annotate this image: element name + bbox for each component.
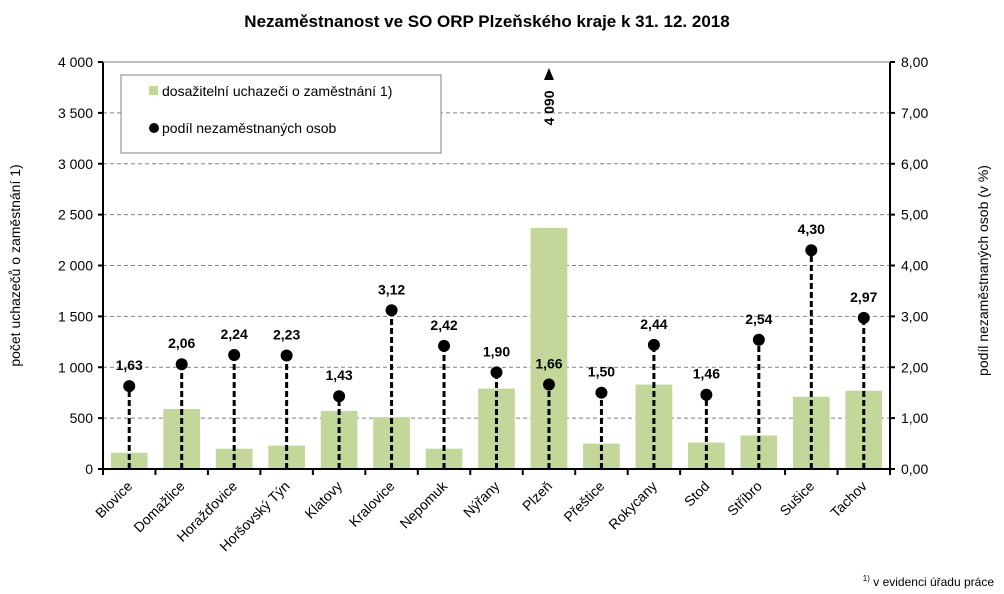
- category-label: Sušice: [776, 478, 817, 519]
- data-label: 3,12: [378, 281, 405, 297]
- data-point: [805, 244, 818, 257]
- data-point: [542, 378, 555, 391]
- data-point: [333, 390, 346, 403]
- y-tick-label: 1 500: [58, 308, 93, 324]
- data-point: [700, 388, 713, 401]
- data-point: [228, 349, 241, 362]
- y-tick-label: 500: [70, 410, 94, 426]
- y2-tick-label: 0,00: [901, 461, 928, 477]
- y-tick-label: 4 000: [58, 54, 93, 70]
- data-point: [175, 358, 188, 371]
- y-tick-label: 2 500: [58, 207, 93, 223]
- y2-tick-label: 4,00: [901, 258, 928, 274]
- y2-axis-title: podíl nezaměstnaných osob (v %): [975, 165, 991, 376]
- y2-tick-label: 6,00: [901, 156, 928, 172]
- legend-bar-swatch: [149, 86, 158, 95]
- category-label: Klatovy: [301, 478, 345, 522]
- data-label: 2,44: [640, 316, 667, 332]
- overflow-arrow-icon: [543, 68, 554, 80]
- truncated-bar-label: 4 090: [541, 90, 557, 125]
- category-label: Stříbro: [724, 478, 765, 519]
- data-label: 4,30: [798, 221, 825, 237]
- y2-tick-label: 3,00: [901, 308, 928, 324]
- category-label: Plzeň: [519, 478, 555, 514]
- data-point: [123, 380, 136, 393]
- data-label: 1,50: [588, 364, 615, 380]
- category-label: Rokycany: [605, 478, 660, 533]
- data-point: [385, 304, 398, 317]
- data-label: 2,23: [273, 327, 300, 343]
- data-label: 2,97: [850, 289, 877, 305]
- axes: [98, 61, 895, 475]
- y2-tick-label: 7,00: [901, 105, 928, 121]
- category-label: Tachov: [827, 478, 870, 521]
- category-label: Stod: [681, 478, 713, 510]
- data-point: [647, 338, 660, 351]
- y-tick-label: 2 000: [58, 258, 93, 274]
- chart-title: Nezaměstnanost ve SO ORP Plzeňského kraj…: [244, 12, 729, 31]
- data-label: 1,66: [535, 356, 562, 372]
- category-label: Nýřany: [460, 478, 503, 521]
- data-label: 1,46: [693, 366, 720, 382]
- y-tick-label: 1 000: [58, 359, 93, 375]
- data-label: 1,63: [116, 357, 143, 373]
- category-label: Přeštice: [560, 478, 607, 525]
- data-point: [490, 366, 503, 379]
- category-label: Blovice: [92, 478, 135, 521]
- footnote-text: v evidenci úřadu práce: [873, 575, 994, 589]
- y-tick-label: 0: [85, 461, 93, 477]
- footnote-mark: 1): [862, 574, 870, 583]
- legend-item-bars: dosažitelní uchazeči o zaměstnání 1): [162, 83, 392, 99]
- footnote: 1) v evidenci úřadu práce: [863, 574, 994, 589]
- bar: [373, 417, 410, 469]
- data-label: 2,54: [745, 311, 772, 327]
- data-label: 2,42: [430, 317, 457, 333]
- category-label: Nepomuk: [396, 477, 450, 531]
- y2-tick-label: 2,00: [901, 359, 928, 375]
- data-point: [438, 339, 451, 352]
- data-label: 2,06: [168, 335, 195, 351]
- data-point: [752, 333, 765, 346]
- legend-dot-swatch: [149, 123, 159, 133]
- y-axis-title: počet uchazečů o zaměstnání 1): [7, 164, 23, 366]
- data-label: 1,90: [483, 343, 510, 359]
- data-point: [595, 386, 608, 399]
- y-tick-label: 3 000: [58, 156, 93, 172]
- legend-item-share: podíl nezaměstnaných osob: [162, 120, 337, 136]
- data-point: [280, 349, 293, 362]
- y2-tick-label: 8,00: [901, 54, 928, 70]
- legend-box: [120, 74, 442, 154]
- y2-tick-label: 1,00: [901, 410, 928, 426]
- stems: [123, 244, 870, 469]
- bar: [110, 452, 148, 469]
- data-point: [857, 311, 870, 324]
- data-label: 2,24: [221, 326, 248, 342]
- legend: dosažitelní uchazeči o zaměstnání 1) pod…: [120, 74, 442, 154]
- category-label: Kralovice: [346, 478, 398, 530]
- data-label: 1,43: [325, 367, 352, 383]
- y-tick-label: 3 500: [58, 105, 93, 121]
- y2-tick-label: 5,00: [901, 207, 928, 223]
